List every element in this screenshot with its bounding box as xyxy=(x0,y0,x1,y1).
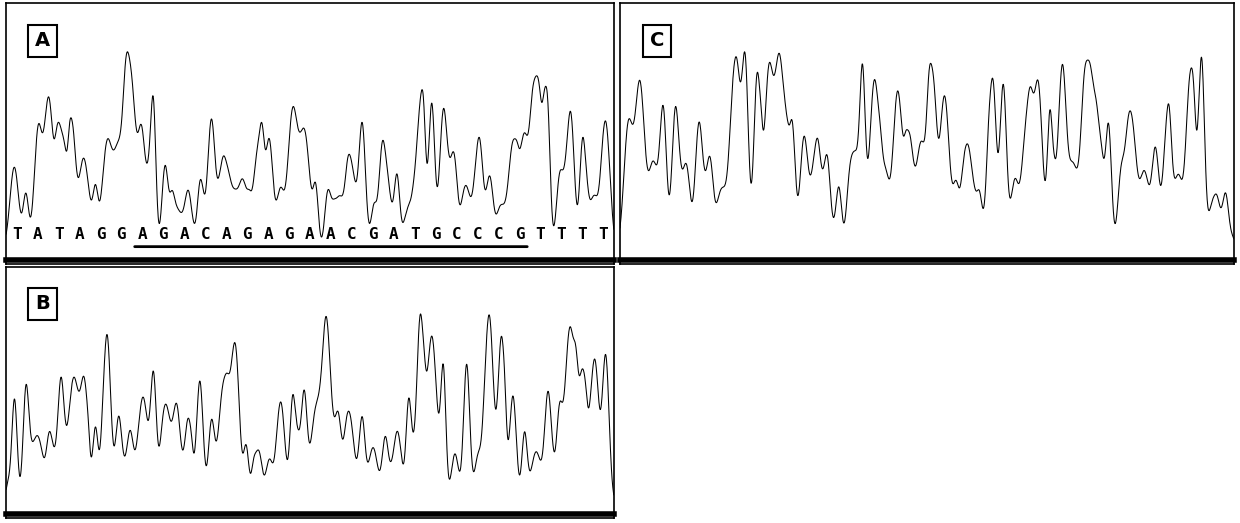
Text: T: T xyxy=(578,226,588,242)
Text: A: A xyxy=(35,31,50,50)
Text: C: C xyxy=(650,31,663,50)
Text: A: A xyxy=(32,226,42,242)
Text: T: T xyxy=(53,226,63,242)
Text: T: T xyxy=(599,226,608,242)
Text: C: C xyxy=(494,226,503,242)
Text: G: G xyxy=(159,226,169,242)
Text: T: T xyxy=(12,226,21,242)
Text: G: G xyxy=(515,226,525,242)
Text: C: C xyxy=(451,226,461,242)
Text: A: A xyxy=(263,226,273,242)
Text: A: A xyxy=(389,226,398,242)
Text: C: C xyxy=(201,226,210,242)
Text: C: C xyxy=(347,226,357,242)
Text: G: G xyxy=(117,226,126,242)
Text: A: A xyxy=(74,226,84,242)
Text: G: G xyxy=(95,226,105,242)
Text: T: T xyxy=(410,226,419,242)
Text: A: A xyxy=(222,226,231,242)
Text: C: C xyxy=(472,226,482,242)
Text: G: G xyxy=(242,226,252,242)
Text: T: T xyxy=(536,226,546,242)
Text: G: G xyxy=(430,226,440,242)
Text: A: A xyxy=(138,226,148,242)
Text: A: A xyxy=(326,226,336,242)
Text: A: A xyxy=(305,226,315,242)
Text: T: T xyxy=(557,226,567,242)
Text: B: B xyxy=(35,294,50,313)
Text: A: A xyxy=(180,226,190,242)
Text: G: G xyxy=(284,226,294,242)
Text: G: G xyxy=(368,226,378,242)
